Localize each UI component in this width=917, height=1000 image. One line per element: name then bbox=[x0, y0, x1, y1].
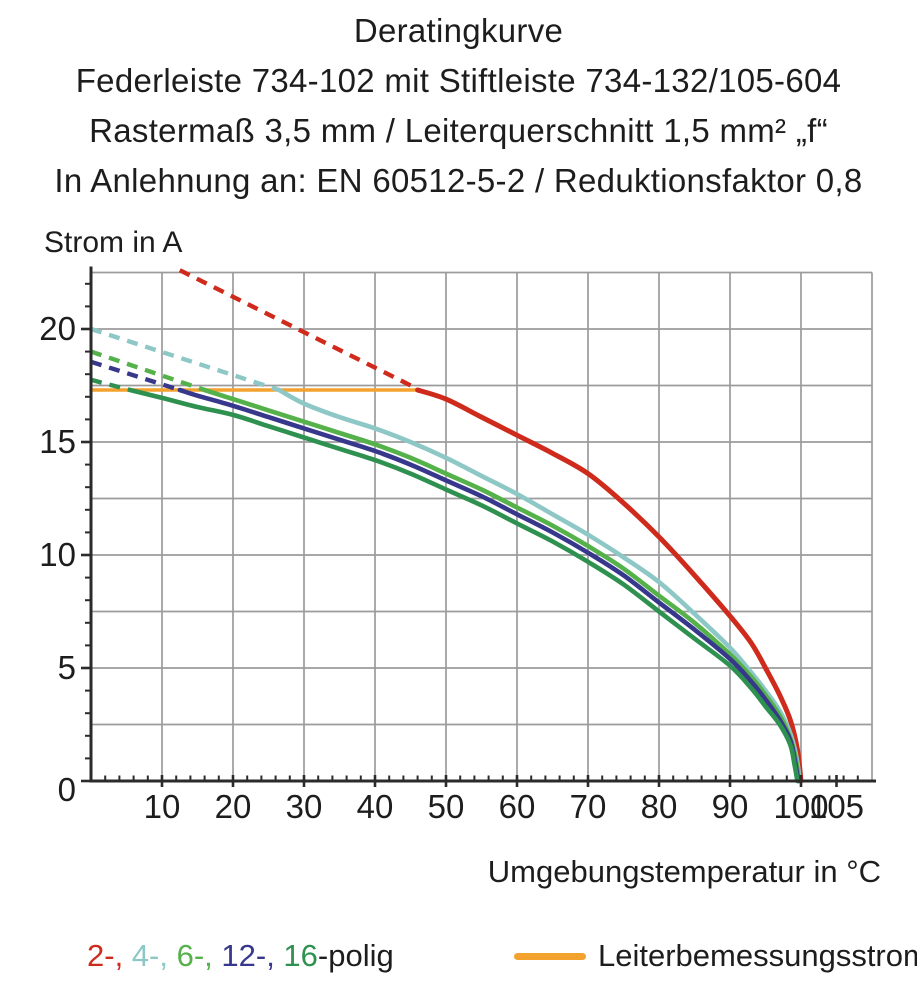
curve-6-polig-dashed bbox=[90, 349, 206, 393]
curve-4-polig-solid bbox=[276, 387, 802, 784]
curve-12-polig-dashed bbox=[90, 359, 181, 393]
poles-legend-part: 16 bbox=[283, 938, 318, 973]
rated-current-legend-swatch bbox=[514, 953, 586, 960]
x-tick-label: 70 bbox=[570, 788, 607, 825]
x-tick-label: 50 bbox=[428, 788, 465, 825]
title-line-3: Rastermaß 3,5 mm / Leiterquerschnitt 1,5… bbox=[89, 112, 828, 149]
x-axis-title: Umgebungstemperatur in °C bbox=[487, 854, 881, 889]
y-axis-title: Strom in A bbox=[44, 226, 183, 259]
poles-legend-part: 12-, bbox=[221, 938, 284, 973]
axes bbox=[81, 266, 876, 787]
curve-12-polig-solid bbox=[177, 387, 801, 784]
poles-legend-part: -polig bbox=[317, 938, 394, 973]
series-curves bbox=[90, 268, 804, 784]
title-line-2: Federleiste 734-102 mit Stiftleiste 734-… bbox=[75, 62, 842, 99]
poles-legend-part: 2-, bbox=[87, 938, 132, 973]
y-tick-label: 0 bbox=[58, 771, 76, 808]
curve-2-polig-dashed bbox=[178, 268, 419, 391]
rated-current-legend-label: Leiterbemessungsstrom bbox=[598, 938, 917, 973]
poles-legend-part: 4-, bbox=[131, 938, 177, 973]
y-tick-label: 20 bbox=[39, 310, 76, 347]
poles-legend: 2-, 4-, 6-, 12-, 16-polig bbox=[87, 938, 394, 974]
x-tick-label: 105 bbox=[809, 788, 864, 825]
x-tick-label: 100 bbox=[773, 788, 828, 825]
grid bbox=[91, 271, 873, 781]
title-line-1: Deratingkurve bbox=[353, 12, 564, 49]
y-tick-label: 5 bbox=[58, 649, 76, 686]
poles-legend-part: 6-, bbox=[176, 938, 222, 973]
curve-16-polig-dashed bbox=[90, 377, 131, 393]
chart-title-block: Deratingkurve Federleiste 734-102 mit St… bbox=[0, 6, 917, 206]
curve-2-polig-solid bbox=[415, 387, 804, 784]
x-tick-label: 90 bbox=[712, 788, 749, 825]
curve-4-polig-dashed bbox=[90, 326, 280, 393]
y-tick-label: 10 bbox=[39, 536, 76, 573]
curve-16-polig-solid bbox=[127, 387, 800, 784]
curve-6-polig-solid bbox=[202, 387, 802, 784]
x-tick-label: 80 bbox=[641, 788, 678, 825]
x-tick-label: 10 bbox=[144, 788, 181, 825]
x-tick-label: 30 bbox=[286, 788, 323, 825]
x-tick-label: 60 bbox=[499, 788, 536, 825]
title-line-4: In Anlehnung an: EN 60512-5-2 / Reduktio… bbox=[54, 162, 863, 199]
x-tick-label: 20 bbox=[215, 788, 252, 825]
y-tick-label: 15 bbox=[39, 423, 76, 460]
x-tick-label: 40 bbox=[357, 788, 394, 825]
